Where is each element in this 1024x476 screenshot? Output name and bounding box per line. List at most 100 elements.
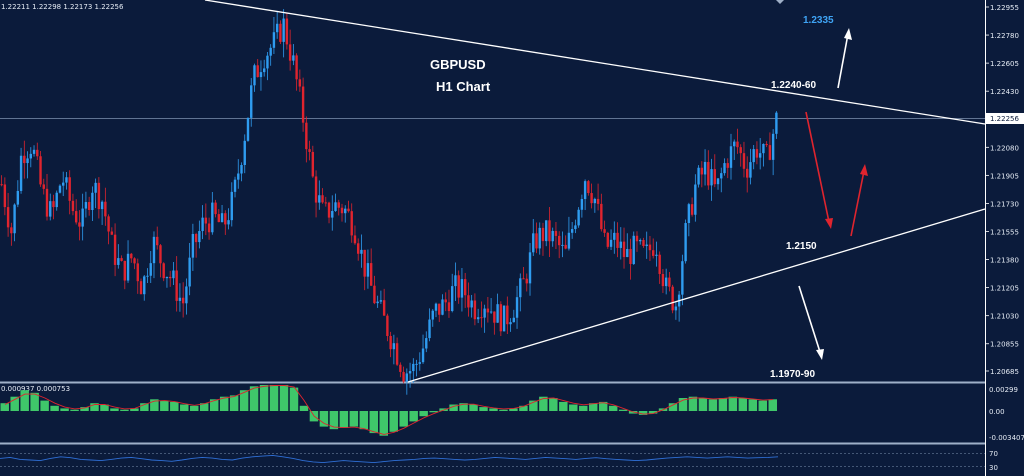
candle: [321, 188, 324, 204]
macd-bar: [489, 408, 498, 411]
candle: [39, 150, 42, 187]
candle: [703, 149, 707, 186]
candle: [243, 134, 246, 174]
candle: [65, 172, 68, 190]
candle: [62, 171, 65, 197]
macd-bar: [718, 398, 728, 411]
candle: [658, 251, 661, 284]
macd-bar: [160, 400, 169, 411]
macd-bar: [419, 411, 428, 417]
candle: [451, 273, 454, 313]
support-trendline: [407, 208, 986, 383]
price-tick-label: 1.22430: [990, 88, 1019, 96]
candle: [421, 334, 425, 364]
candle: [327, 201, 331, 224]
macd-bar: [369, 411, 379, 434]
candle: [305, 116, 308, 163]
candle: [84, 191, 88, 218]
macd-bar: [429, 411, 438, 413]
candle: [632, 231, 635, 265]
candle: [532, 219, 535, 256]
candle: [288, 29, 292, 71]
candle: [23, 140, 26, 179]
candle: [606, 231, 610, 249]
macd-bar: [728, 396, 738, 411]
candle: [181, 282, 185, 318]
macd-bar: [768, 399, 777, 411]
candle: [240, 162, 243, 182]
candle: [395, 337, 399, 367]
candle: [681, 254, 684, 306]
macd-bar: [219, 396, 229, 411]
candle: [564, 235, 567, 250]
oscillator-line: [0, 454, 779, 464]
candle: [645, 231, 648, 259]
macd-bar: [190, 405, 199, 411]
candle: [217, 209, 221, 223]
candle: [545, 220, 548, 247]
candle: [126, 240, 130, 283]
candle: [256, 59, 259, 78]
candle: [350, 203, 353, 243]
macd-bar: [279, 385, 289, 411]
candle: [363, 249, 366, 291]
candle: [314, 170, 318, 218]
candle: [677, 290, 681, 322]
candle: [733, 139, 736, 161]
candle: [6, 192, 10, 237]
candle: [123, 260, 127, 290]
candle: [230, 182, 233, 227]
candle: [509, 318, 512, 332]
candle: [762, 143, 765, 167]
target-down-label: 1.1970-90: [770, 369, 815, 380]
candle: [308, 140, 311, 161]
candle: [431, 309, 434, 327]
candle: [185, 278, 188, 315]
macd-bar: [20, 390, 29, 411]
macd-bar: [299, 405, 309, 411]
candle: [467, 282, 470, 317]
macd-bar: [10, 396, 19, 411]
candle: [758, 138, 762, 170]
candle: [519, 273, 522, 312]
candle: [253, 63, 256, 92]
candle: [486, 296, 490, 323]
candle: [237, 159, 240, 189]
candle: [619, 227, 622, 260]
arrow-up-white: [837, 28, 852, 89]
candle: [26, 151, 29, 179]
candle: [460, 268, 464, 312]
candle: [535, 222, 538, 254]
candle: [146, 268, 149, 284]
price-tick-label: 1.20685: [990, 368, 1019, 376]
candle: [139, 278, 143, 295]
candle: [596, 183, 600, 211]
price-axis-labels: 1.22955 1.22780 1.22605 1.22430 1.22080 1.219…: [985, 4, 1019, 376]
candle: [515, 285, 519, 329]
candle: [551, 227, 554, 247]
candle: [97, 177, 101, 219]
price-tick-label: 1.21205: [990, 285, 1019, 293]
candle: [295, 53, 298, 91]
macd-bar: [509, 408, 518, 411]
candle: [405, 368, 409, 395]
candle: [707, 150, 710, 190]
candles-group: [0, 9, 778, 395]
macd-bar: [588, 403, 598, 411]
candle: [434, 302, 438, 318]
candle: [476, 308, 480, 324]
macd-bar: [170, 401, 179, 411]
candle: [720, 167, 723, 193]
candle: [152, 231, 156, 279]
candle: [726, 158, 729, 179]
candle: [266, 51, 269, 81]
candle: [162, 262, 165, 282]
price-tick-label: 1.20855: [990, 341, 1019, 349]
ohlc-readout: 1.22211 1.22298 1.22173 1.22256: [1, 3, 124, 11]
candle: [408, 362, 412, 388]
candle: [538, 222, 541, 255]
macd-bar: [70, 409, 79, 411]
macd-bar: [249, 386, 259, 411]
macd-bar: [549, 398, 558, 411]
candle: [755, 141, 759, 165]
